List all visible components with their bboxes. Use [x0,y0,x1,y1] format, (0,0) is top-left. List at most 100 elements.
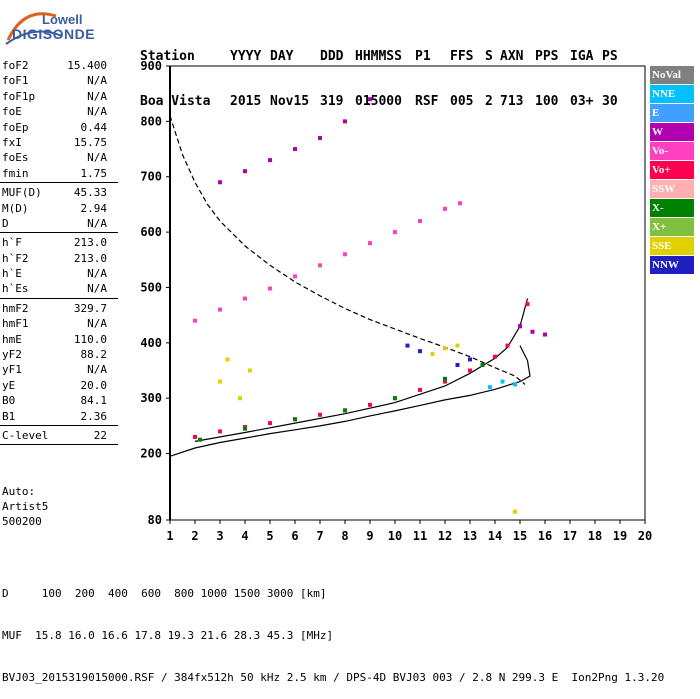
x-tick-label: 5 [266,529,273,543]
param-name: fmin [2,166,29,180]
data-point [480,362,485,367]
header-value: RSF [415,94,439,109]
legend-item: NoVal [650,66,694,84]
data-point [455,343,460,348]
param-value: 0.44 [80,120,108,134]
header-value: Boa Vista [140,94,211,109]
data-point [248,368,252,373]
param-name: fxI [2,135,22,149]
digisonde-logo: Lowell DIGISONDE [4,6,124,46]
param-row: hmF1 N/A [0,316,118,331]
logo-arc-icon [5,12,63,45]
y-tick-label: 400 [140,336,162,350]
legend-item: SSE [650,237,694,255]
header-label: DAY [270,49,294,64]
header-labels: Station YYYY DAY DDD HHMMSS P1 FFS S AXN… [140,49,624,64]
param-value: N/A [87,105,107,119]
data-point [513,509,517,514]
auto-label: Auto: [2,485,36,498]
header-label: AXN [500,49,524,64]
legend-item: E [650,104,694,122]
header-value: 713 [500,94,524,109]
header-label: YYYY [230,49,262,64]
param-value: 213.0 [73,236,107,250]
data-point [268,421,272,426]
param-row: h`Es N/A [0,281,118,296]
param-row: foEp 0.44 [0,120,118,135]
x-tick-label: 20 [638,529,652,543]
header-label: PS [602,49,618,64]
data-point [243,296,247,301]
data-point [343,252,347,257]
footer-muf-row: MUF 15.8 16.0 16.6 17.8 19.3 21.6 28.3 4… [2,629,334,642]
x-tick-label: 14 [488,529,502,543]
param-value: 45.33 [73,186,107,200]
data-point [405,343,410,348]
data-point [525,302,530,307]
param-row: C-level 22 [0,428,118,443]
data-point [418,349,422,354]
logo-text-lowell: Lowell [42,12,83,27]
legend-item: SSW [650,180,694,198]
param-name: hmF2 [2,301,29,315]
data-point [268,286,272,291]
param-name: B0 [2,394,16,408]
param-row: h`E N/A [0,266,118,281]
param-value: 329.7 [73,301,107,315]
param-value: N/A [87,317,107,331]
polarization-legend: NoVal NNE E W Vo- Vo+ SSW X- X+ SSE NNW [650,66,694,275]
header-value: Nov15 [270,94,310,109]
param-name: foEs [2,151,29,165]
header-label: HHMMSS [355,49,402,64]
param-value: 15.400 [67,59,107,72]
param-row: M(D) 2.94 [0,201,118,216]
header-label: PPS [535,49,559,64]
param-row: D N/A [0,216,118,231]
x-tick-label: 1 [166,529,173,543]
param-name: yF1 [2,363,22,377]
param-row: fmin 1.75 [0,166,118,181]
x-tick-label: 4 [241,529,248,543]
x-tick-label: 9 [366,529,373,543]
param-row: foF1p N/A [0,89,118,104]
data-point [225,357,230,362]
data-point [368,241,372,246]
param-value: 84.1 [80,394,108,408]
header-value: 30 [602,94,618,109]
param-value: N/A [87,74,107,88]
x-tick-label: 6 [291,529,298,543]
data-point [493,354,497,359]
param-row: foE N/A [0,104,118,119]
y-tick-label: 600 [140,225,162,239]
x-tick-label: 17 [563,529,577,543]
data-point [218,379,222,384]
data-point [468,357,472,362]
data-point [368,402,372,407]
y-tick-label: 500 [140,280,162,294]
param-divider [0,232,118,234]
header-value: 319 [320,94,344,109]
param-row: B0 84.1 [0,393,118,408]
param-value: 110.0 [73,332,107,346]
param-value: N/A [87,216,107,230]
x-tick-label: 16 [538,529,552,543]
legend-item: W [650,123,694,141]
data-point [393,396,397,401]
param-name: C-level [2,428,49,442]
header-label: IGA [570,49,594,64]
data-point [418,219,422,224]
param-name: foEp [2,120,29,134]
x-tick-label: 7 [316,529,323,543]
data-point [238,396,242,401]
data-point [218,429,222,434]
data-point [513,382,517,387]
data-point [268,158,272,163]
x-tick-label: 13 [463,529,477,543]
param-value: N/A [87,363,107,377]
param-value: N/A [87,151,107,165]
param-row: h`F 213.0 [0,235,118,250]
auto-method: Artist5 [2,500,49,513]
param-name: foF1p [2,89,36,103]
param-value: 2.94 [80,201,108,215]
curve-model [169,115,526,385]
